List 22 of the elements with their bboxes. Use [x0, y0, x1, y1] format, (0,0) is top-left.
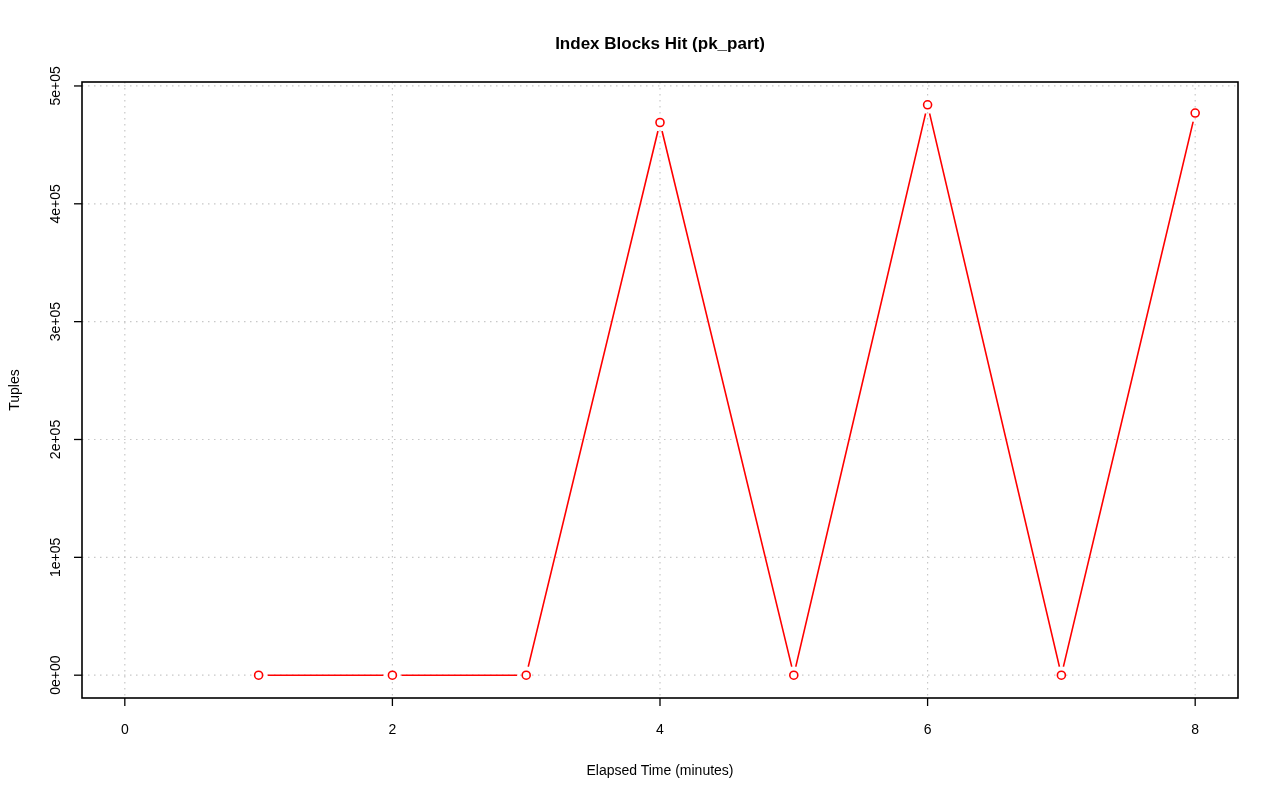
point: [655, 117, 665, 128]
y-tick-label: 3e+05: [47, 301, 63, 342]
point: [1056, 670, 1067, 680]
x-tick-label: 2: [388, 721, 397, 737]
point: [253, 670, 264, 680]
x-tick-label: 8: [1191, 721, 1200, 737]
x-axis-title: Elapsed Time (minutes): [586, 762, 734, 778]
point: [789, 670, 799, 680]
y-tick-label: 2e+05: [47, 419, 63, 460]
point: [922, 100, 933, 110]
y-tick-label: 0e+00: [47, 655, 63, 695]
x-tick-label: 0: [120, 721, 129, 737]
y-tick-label: 4e+05: [47, 183, 63, 224]
point: [1190, 108, 1200, 118]
point: [387, 670, 398, 680]
y-tick-label: 1e+05: [47, 537, 63, 577]
y-axis-title: Tuples: [6, 369, 22, 411]
chart-title: Index Blocks Hit (pk_part): [555, 34, 765, 53]
point: [521, 670, 531, 680]
x-tick-label: 4: [656, 721, 665, 737]
x-tick-label: 6: [923, 721, 932, 737]
y-tick-label: 5e+05: [47, 66, 63, 106]
